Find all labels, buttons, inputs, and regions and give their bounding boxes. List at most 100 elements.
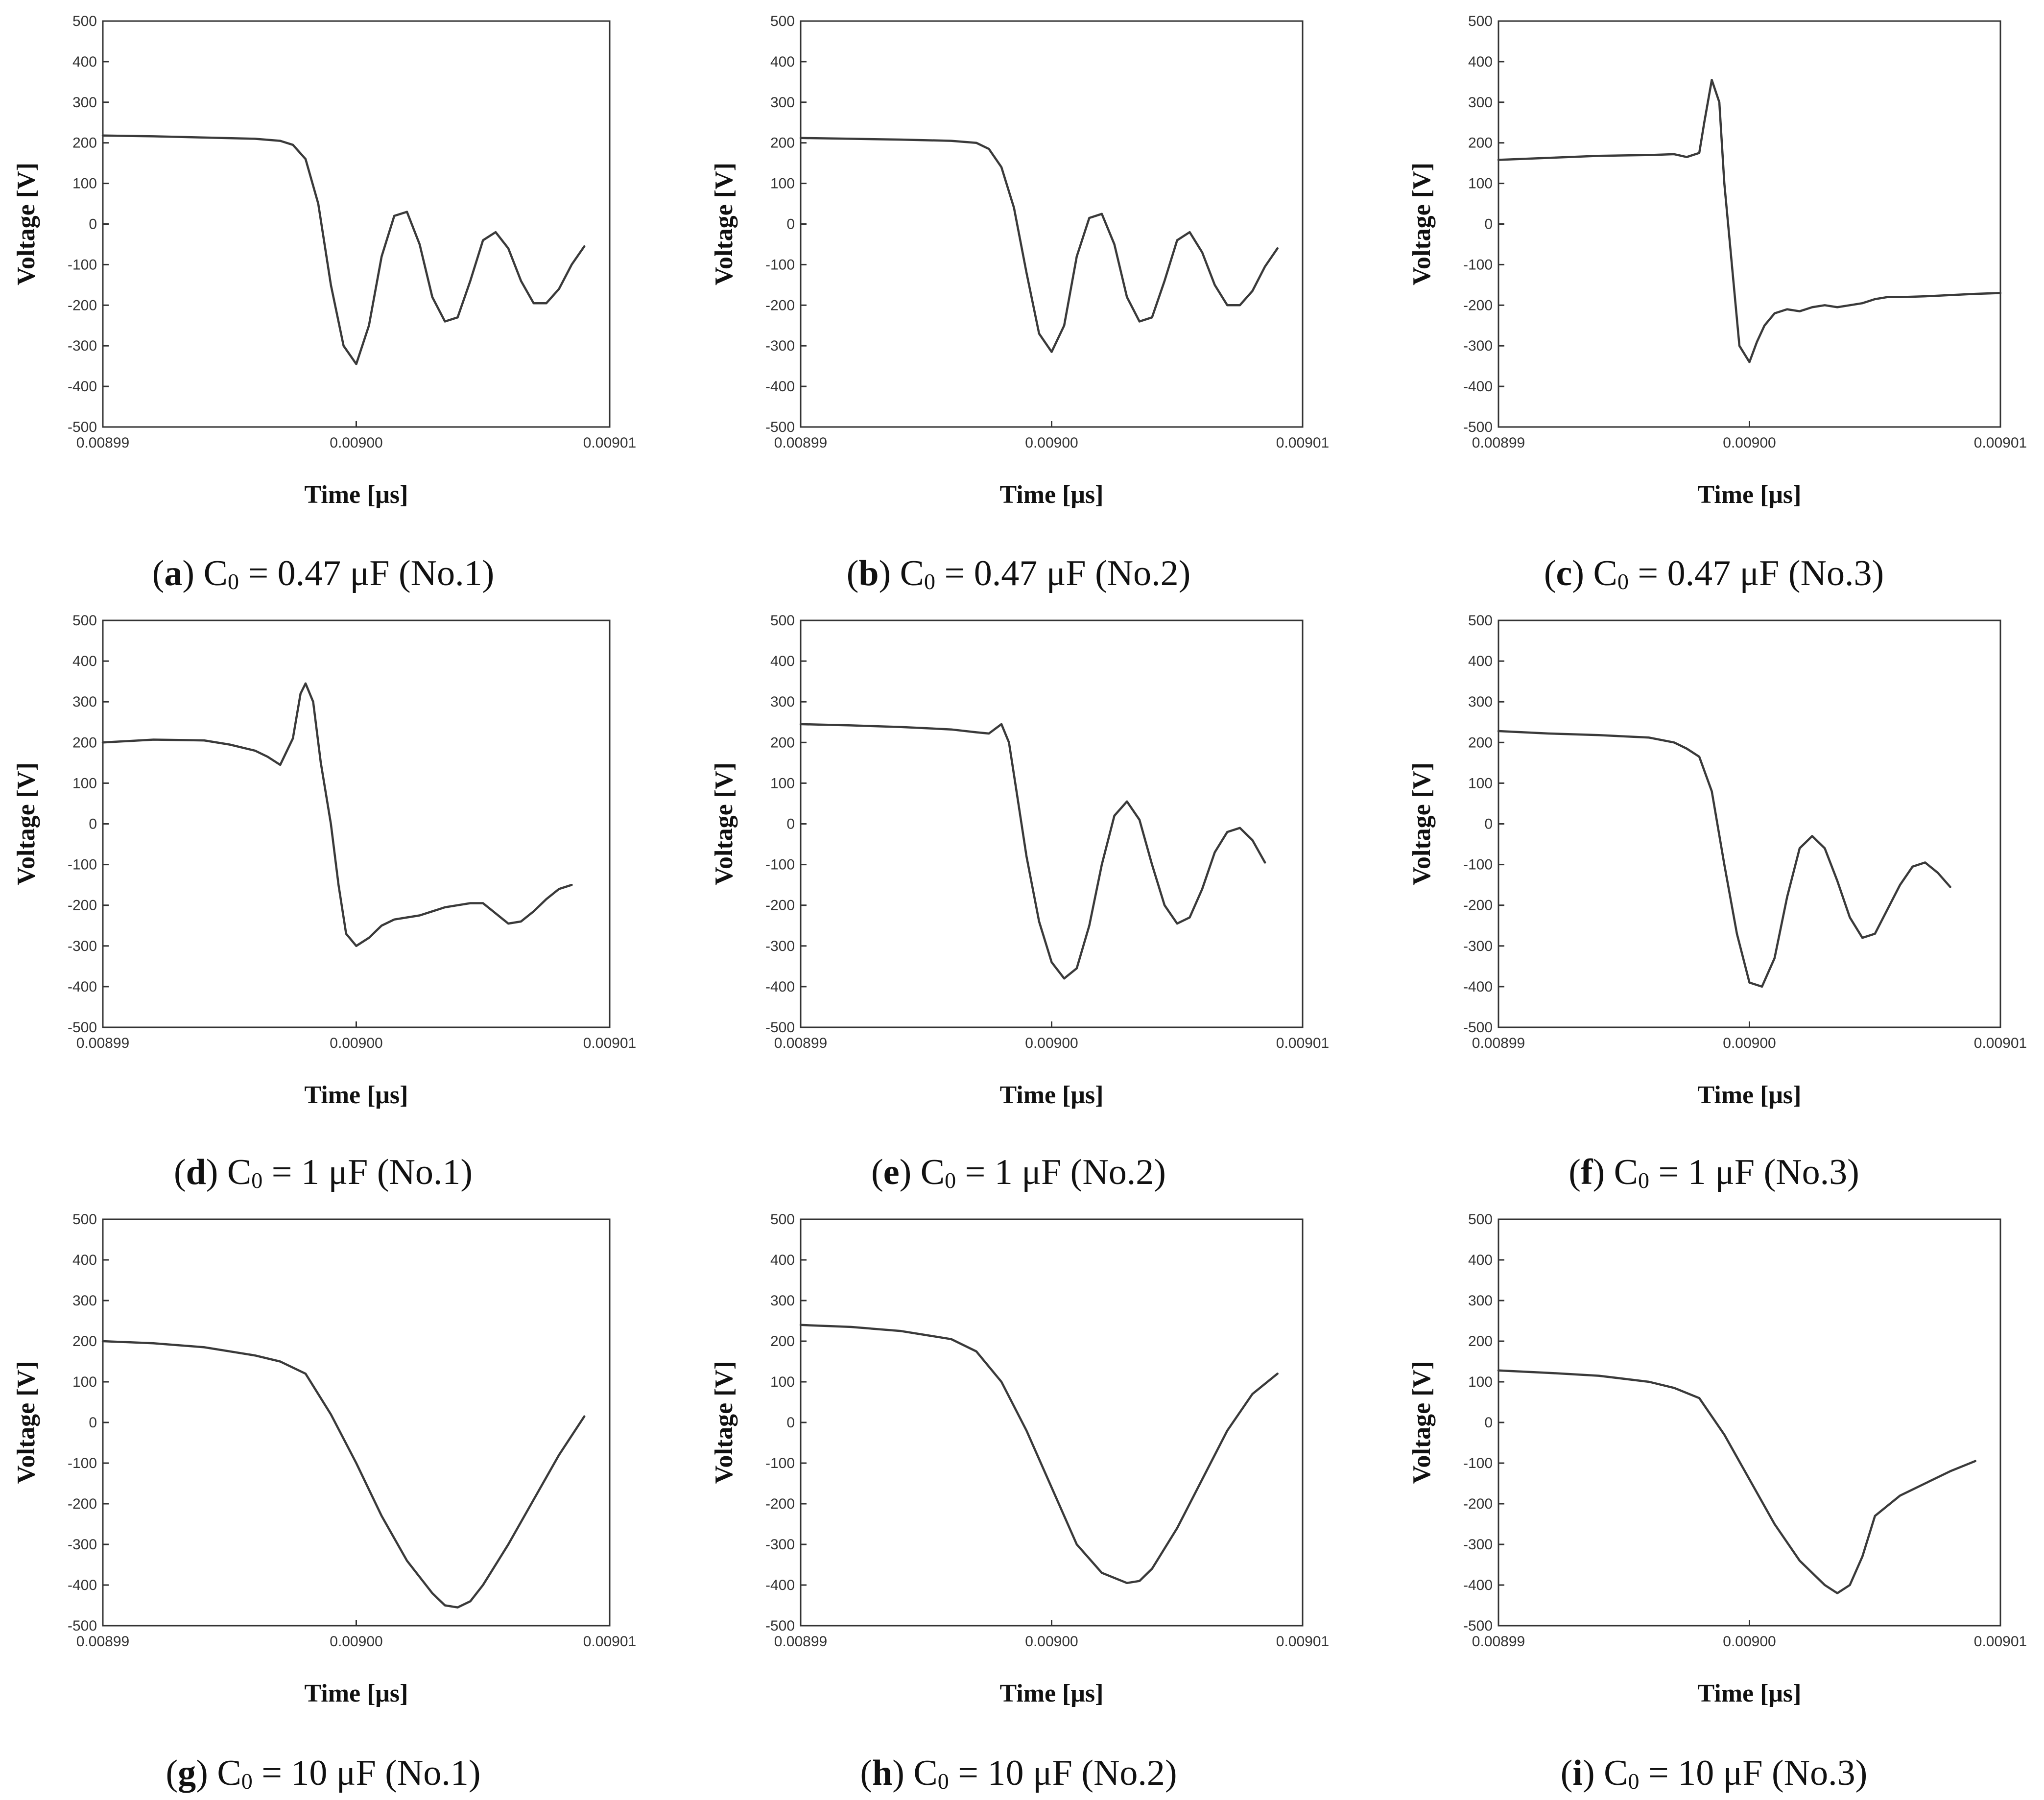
panel-d-y-tick-label: 500 bbox=[72, 613, 97, 629]
panel-b-caption-open-paren: ( bbox=[847, 553, 859, 593]
panel-b-x-tick-label: 0.00899 bbox=[774, 435, 827, 451]
panel-i-y-tick-label: 300 bbox=[1468, 1293, 1493, 1309]
panel-a-y-tick-label: -100 bbox=[68, 257, 97, 273]
panel-f-caption-tail: = 1 μF (No.3) bbox=[1649, 1152, 1859, 1192]
panel-f-y-tick-label: -100 bbox=[1463, 857, 1493, 873]
panel-e-x-tick-label: 0.00899 bbox=[774, 1035, 827, 1051]
panel-e-y-tick-label: -200 bbox=[765, 898, 795, 914]
panel-g-caption-open-paren: ( bbox=[166, 1753, 178, 1793]
panel-a-caption-lead: C bbox=[194, 553, 228, 593]
panel-b-y-tick-label: -300 bbox=[765, 338, 795, 354]
panel-h-caption-subscript: 0 bbox=[938, 1769, 949, 1794]
panel-c-plot-frame bbox=[1497, 20, 2001, 428]
panel-b-y-axis-label: Voltage [V] bbox=[710, 163, 738, 285]
panel-h-caption-close-paren: ) bbox=[892, 1753, 904, 1793]
panel-i-plot-frame bbox=[1497, 1218, 2001, 1627]
panel-b-y-tick-label: -400 bbox=[765, 379, 795, 395]
panel-g-series-voltage bbox=[101, 1340, 586, 1609]
panel-a-caption-subscript: 0 bbox=[228, 569, 239, 594]
panel-h-y-tick-label: -300 bbox=[765, 1537, 795, 1553]
panel-i-caption-lead: C bbox=[1595, 1753, 1628, 1793]
panel-f-x-axis-label: Time [μs] bbox=[1698, 1081, 1802, 1109]
panel-g-x-tick-label: 0.00901 bbox=[583, 1634, 636, 1650]
panel-a-y-tick-label: 100 bbox=[72, 176, 97, 192]
panel-h: 5004003002001000-100-200-300-400-5000.00… bbox=[710, 1211, 1329, 1794]
panel-f-y-tick-label: -500 bbox=[1463, 1019, 1493, 1036]
panel-d-x-axis-label: Time [μs] bbox=[305, 1081, 408, 1109]
panel-i-caption-subscript: 0 bbox=[1628, 1769, 1639, 1794]
panel-c-y-tick-label: -400 bbox=[1463, 379, 1493, 395]
panel-a-caption: (a) C0 = 0.47 μF (No.1) bbox=[152, 553, 494, 594]
panel-a-caption-letter: a bbox=[164, 553, 182, 593]
panel-i-y-tick-label: -200 bbox=[1463, 1496, 1493, 1512]
panel-h-caption: (h) C0 = 10 μF (No.2) bbox=[860, 1753, 1177, 1794]
panel-a-y-tick-label: -400 bbox=[68, 379, 97, 395]
panel-h-plot-frame bbox=[800, 1218, 1304, 1627]
panel-i-y-tick-label: 400 bbox=[1468, 1252, 1493, 1268]
panel-b-x-tick-label: 0.00900 bbox=[1025, 435, 1078, 451]
panel-d-y-tick-label: 0 bbox=[89, 816, 97, 832]
panel-f-x-tick-label: 0.00900 bbox=[1723, 1035, 1776, 1051]
panel-h-y-tick-label: -200 bbox=[765, 1496, 795, 1512]
panel-i-y-axis-label: Voltage [V] bbox=[1408, 1361, 1436, 1484]
panel-e-caption-letter: e bbox=[883, 1152, 900, 1192]
panel-a-y-tick-label: -500 bbox=[68, 419, 97, 435]
panel-b-y-tick-label: -500 bbox=[765, 419, 795, 435]
panel-a-caption-close-paren: ) bbox=[182, 553, 194, 593]
panel-c-y-tick-label: 400 bbox=[1468, 54, 1493, 70]
panel-a-series-voltage bbox=[101, 134, 586, 365]
panel-e-x-axis-label: Time [μs] bbox=[1000, 1081, 1104, 1109]
panel-c-x-tick-label: 0.00901 bbox=[1974, 435, 2027, 451]
panel-b-y-tick-label: -200 bbox=[765, 297, 795, 313]
panel-i-y-tick-label: -500 bbox=[1463, 1618, 1493, 1634]
panel-g-y-tick-label: 400 bbox=[72, 1252, 97, 1268]
panel-f-y-tick-label: 200 bbox=[1468, 734, 1493, 751]
panel-f-y-tick-label: 0 bbox=[1484, 816, 1493, 832]
panel-c-x-axis-label: Time [μs] bbox=[1698, 481, 1802, 509]
panel-h-y-tick-label: 500 bbox=[770, 1211, 795, 1228]
panel-g-x-tick-label: 0.00899 bbox=[76, 1634, 129, 1650]
panel-h-y-tick-label: -100 bbox=[765, 1455, 795, 1471]
panel-h-series-voltage bbox=[799, 1324, 1279, 1585]
panel-f-y-tick-label: -300 bbox=[1463, 938, 1493, 954]
panel-d: 5004003002001000-100-200-300-400-5000.00… bbox=[12, 613, 636, 1193]
panel-c-y-tick-label: -100 bbox=[1463, 257, 1493, 273]
panel-b-y-tick-label: 200 bbox=[770, 135, 795, 151]
panel-f-series-voltage bbox=[1497, 730, 1951, 988]
panel-e-x-tick-label: 0.00901 bbox=[1276, 1035, 1329, 1051]
panel-d-caption: (d) C0 = 1 μF (No.1) bbox=[174, 1152, 473, 1193]
panel-e-caption-tail: = 1 μF (No.2) bbox=[956, 1152, 1166, 1192]
panel-b-y-tick-label: 500 bbox=[770, 13, 795, 29]
panel-a-caption-tail: = 0.47 μF (No.1) bbox=[239, 553, 494, 593]
panel-g-caption-lead: C bbox=[208, 1753, 241, 1793]
panel-a-y-tick-label: 300 bbox=[72, 95, 97, 111]
panel-g-y-tick-label: 200 bbox=[72, 1333, 97, 1350]
panel-b-caption-tail: = 0.47 μF (No.2) bbox=[935, 553, 1190, 593]
panel-a-x-tick-label: 0.00899 bbox=[76, 435, 129, 451]
panel-a-plot-frame bbox=[102, 20, 611, 428]
panel-i-caption-open-paren: ( bbox=[1561, 1753, 1573, 1793]
panel-b-y-tick-label: 300 bbox=[770, 95, 795, 111]
panel-f-caption-letter: f bbox=[1581, 1152, 1593, 1192]
panel-a-x-tick-label: 0.00900 bbox=[330, 435, 382, 451]
panel-i-y-tick-label: -300 bbox=[1463, 1537, 1493, 1553]
panel-e: 5004003002001000-100-200-300-400-5000.00… bbox=[710, 613, 1329, 1193]
panel-h-y-tick-label: 0 bbox=[786, 1415, 795, 1431]
panel-g-y-tick-label: 300 bbox=[72, 1293, 97, 1309]
panel-d-caption-subscript: 0 bbox=[251, 1168, 262, 1193]
panel-e-y-tick-label: 500 bbox=[770, 613, 795, 629]
panel-c-y-axis-label: Voltage [V] bbox=[1408, 163, 1436, 285]
panel-e-caption-lead: C bbox=[911, 1152, 945, 1192]
panel-c-caption-lead: C bbox=[1584, 553, 1617, 593]
panel-a-x-axis-label: Time [μs] bbox=[305, 481, 408, 509]
panel-c-caption-letter: c bbox=[1556, 553, 1572, 593]
panel-a-caption-open-paren: ( bbox=[152, 553, 165, 593]
panel-d-y-tick-label: -300 bbox=[68, 938, 97, 954]
panel-e-y-tick-label: 0 bbox=[786, 816, 795, 832]
panel-h-y-tick-label: 300 bbox=[770, 1293, 795, 1309]
panel-c-y-tick-label: 500 bbox=[1468, 13, 1493, 29]
panel-e-y-tick-label: 300 bbox=[770, 694, 795, 710]
panel-b-caption-letter: b bbox=[858, 553, 879, 593]
panel-f-y-tick-label: 500 bbox=[1468, 613, 1493, 629]
panel-c-series-voltage bbox=[1497, 78, 2002, 363]
